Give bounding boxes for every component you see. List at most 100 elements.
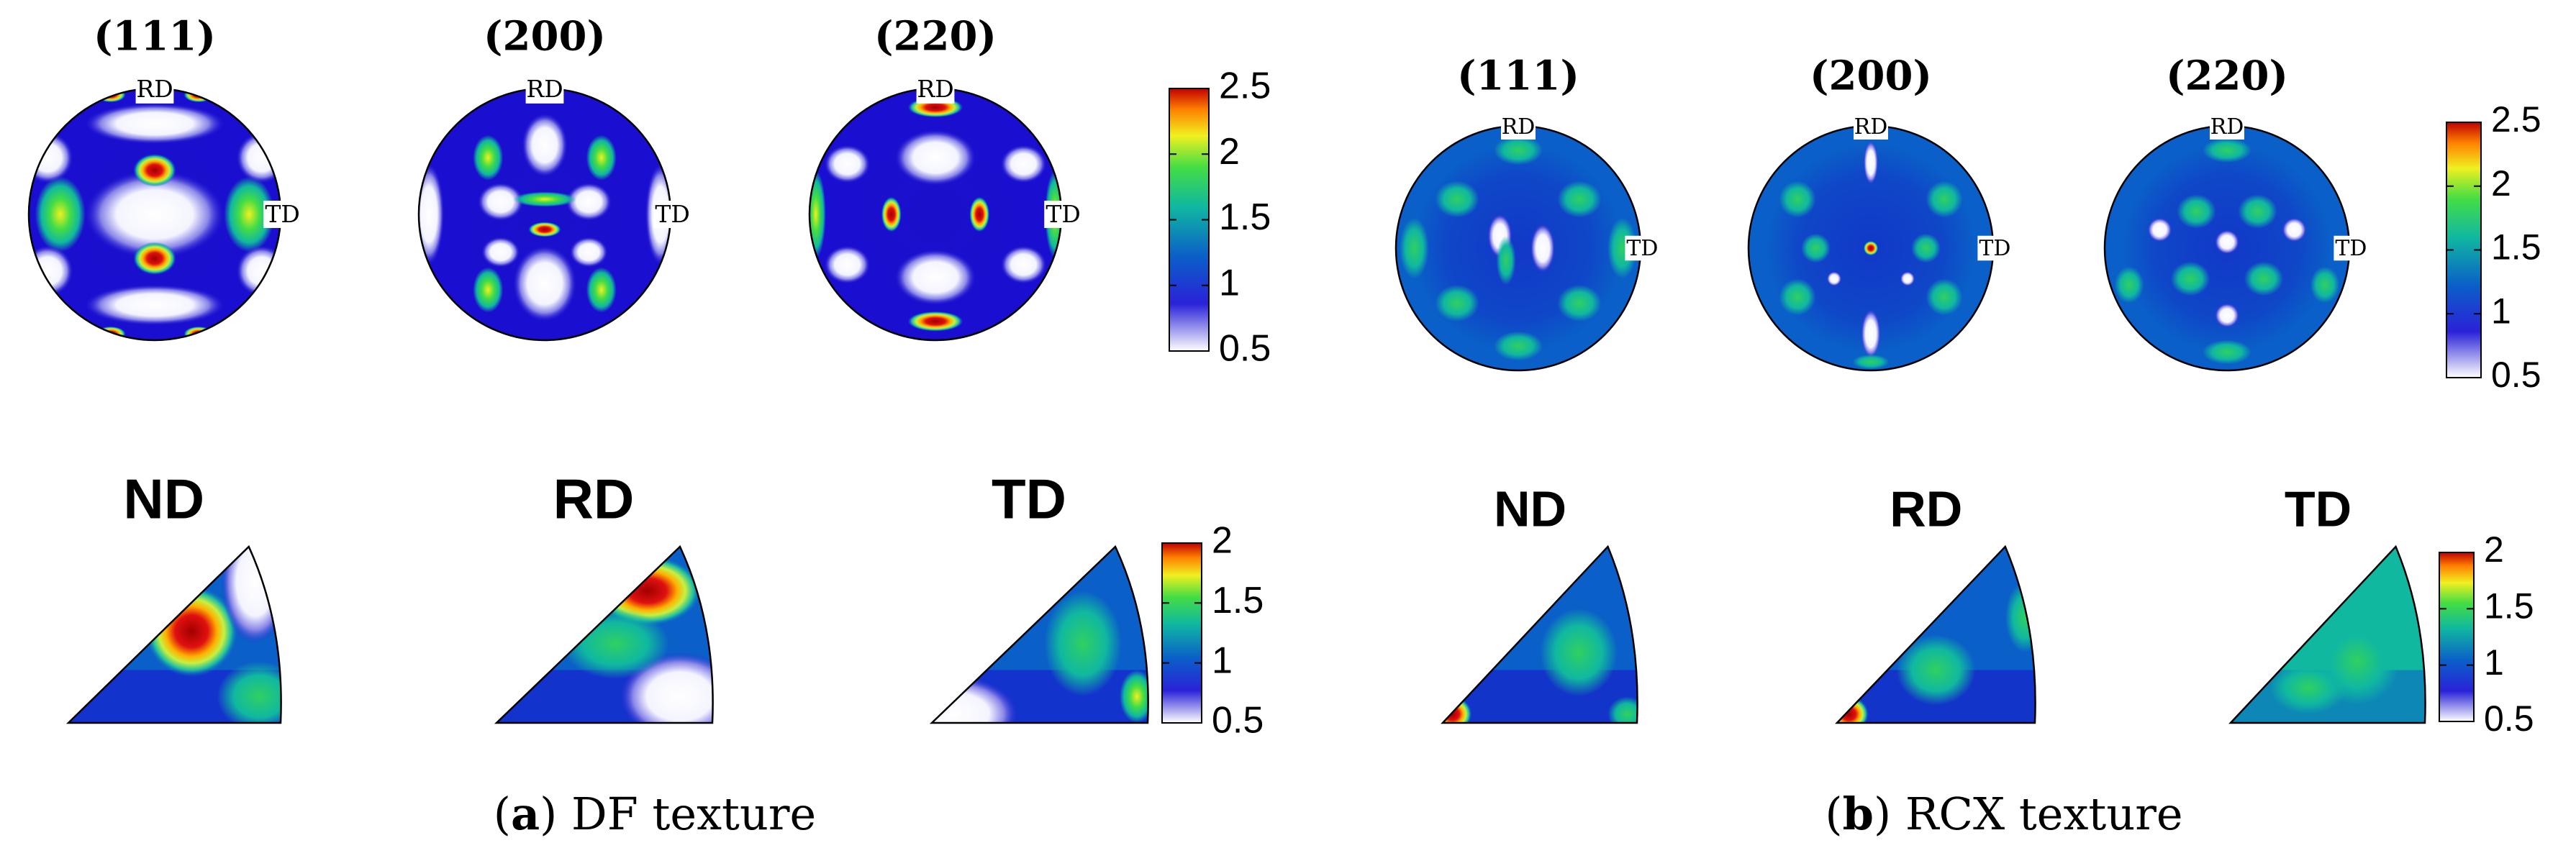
- pf-density-region: [2282, 217, 2307, 242]
- ipf-a-nd: ND: [65, 468, 282, 724]
- pf-density-region: [2114, 266, 2144, 304]
- colorbar-tick-label: 0.5: [2491, 355, 2541, 395]
- rd-axis-label: RD: [917, 75, 953, 103]
- ipf-title: RD: [553, 468, 635, 531]
- pole-figure-a-2: (200) RD TD: [417, 13, 692, 342]
- pf-density-region: [1861, 309, 1881, 358]
- pf-density-region: [2177, 194, 2216, 229]
- pf-density-region: [1863, 240, 1879, 256]
- ipf-density-region: [221, 547, 281, 644]
- pf-density-region: [825, 145, 870, 183]
- pf-density-region: [1494, 331, 1543, 361]
- td-axis-label: TD: [655, 200, 689, 228]
- pf-density-region: [29, 132, 73, 183]
- pole-figure-title: (111): [94, 13, 216, 60]
- ipf-density-region: [2005, 582, 2036, 652]
- pf-density-region: [1530, 224, 1555, 273]
- ipf-title: TD: [2285, 480, 2351, 537]
- pf-density-region: [522, 114, 568, 177]
- pf-density-region: [825, 245, 870, 284]
- caption-letter: b: [1843, 788, 1874, 840]
- ipf-density-region: [1120, 670, 1148, 723]
- td-label-box: [1625, 235, 1660, 261]
- td-axis-label: TD: [265, 200, 299, 228]
- ipf-density-region: [561, 608, 669, 679]
- pf-density-region: [1926, 181, 1963, 218]
- pf-density-region: [1607, 217, 1637, 279]
- pole-figure-title: (200): [1810, 53, 1932, 100]
- pf-density-region: [1863, 140, 1879, 185]
- colorbar-a-pole-figure: 2.5 2 1.5 1 0.5: [1169, 65, 1271, 370]
- ipf-a-rd: RD: [494, 468, 714, 724]
- td-axis-label: TD: [2335, 236, 2367, 261]
- colorbar-tick-label: 2: [2484, 529, 2504, 570]
- colorbar-tick-label: 1.5: [2484, 586, 2534, 627]
- ipf-a-td: TD: [929, 468, 1149, 724]
- colorbar-tick-label: 0.5: [1212, 700, 1264, 742]
- rd-axis-label: RD: [136, 75, 173, 103]
- pf-density-region: [1557, 181, 1602, 218]
- pole-figure-title: (220): [874, 13, 997, 60]
- ipf-density-region: [1540, 608, 1618, 697]
- ipf-outline: [494, 545, 714, 724]
- rd-axis-label: RD: [1854, 114, 1888, 140]
- rd-label-box: [1501, 114, 1536, 140]
- colorbar-tick-label: 1: [2484, 642, 2504, 683]
- pole-figure-b-2: (200) RD TD: [1747, 53, 2013, 372]
- ipf-density-region: [1607, 696, 1638, 723]
- pf-density-region: [481, 237, 520, 268]
- colorbar-gradient: [1161, 542, 1202, 724]
- pf-density-region: [236, 245, 281, 296]
- td-label-box: [1977, 235, 2013, 261]
- rd-label-box: [135, 76, 174, 104]
- pf-density-region: [570, 237, 608, 268]
- caption-paren: (: [1825, 788, 1842, 840]
- ipf-outline: [929, 545, 1149, 724]
- colorbar-tick-label: 0.5: [1219, 328, 1271, 370]
- ipf-outline: [1835, 545, 2036, 724]
- pf-density-region: [586, 267, 617, 313]
- caption-text: DF texture: [571, 788, 816, 840]
- pole-figure-a-3: (220) RD TD: [808, 13, 1083, 342]
- pf-density-region: [1826, 271, 1842, 286]
- pf-density-region: [29, 245, 73, 296]
- pf-density-region: [2170, 261, 2210, 296]
- ipf-density-region: [1044, 591, 1122, 697]
- colorbar-b-ipf: 2 1.5 1 0.5: [2439, 529, 2534, 739]
- rd-label-box: [525, 76, 564, 104]
- pf-density-region: [1001, 145, 1046, 183]
- ipf-title: TD: [992, 468, 1066, 531]
- pf-density-region: [1801, 233, 1831, 263]
- ipf-b-nd: ND: [1441, 480, 1638, 724]
- rd-axis-label: RD: [1502, 114, 1536, 140]
- td-label-box: [2334, 235, 2369, 261]
- colorbar-tick-label: 1.5: [2491, 227, 2541, 268]
- pf-density-region: [1435, 285, 1479, 322]
- ipf-outline: [65, 545, 282, 724]
- td-axis-label: TD: [1046, 200, 1080, 228]
- rd-axis-label: RD: [526, 75, 563, 103]
- pf-density-region: [478, 183, 524, 221]
- pf-density-region: [85, 170, 225, 259]
- td-label-box: [1044, 201, 1083, 228]
- pf-density-region: [2310, 266, 2340, 304]
- pole-figure-title: (111): [1457, 53, 1579, 100]
- colorbar-tick-label: 2: [1212, 520, 1233, 562]
- pf-density-region: [2147, 217, 2172, 242]
- colorbar-a-ipf: 2 1.5 1 0.5: [1161, 520, 1264, 742]
- pf-density-region: [85, 104, 225, 144]
- ipf-density-region: [932, 675, 1018, 723]
- ipf-outline: [1441, 545, 1638, 724]
- pf-density-region: [1779, 278, 1816, 316]
- rd-axis-label: RD: [2210, 114, 2244, 140]
- pf-density-region: [1496, 236, 1516, 285]
- colorbar-tick-label: 2: [1219, 131, 1240, 173]
- panel-caption-a: (a) DF texture: [494, 788, 816, 840]
- pf-density-region: [1001, 245, 1046, 284]
- pf-density-region: [528, 222, 561, 237]
- colorbar-tick-label: 0.5: [2484, 698, 2534, 739]
- ipf-density-region: [1896, 634, 1976, 706]
- pf-density-region: [473, 267, 504, 313]
- rd-label-box: [916, 76, 955, 104]
